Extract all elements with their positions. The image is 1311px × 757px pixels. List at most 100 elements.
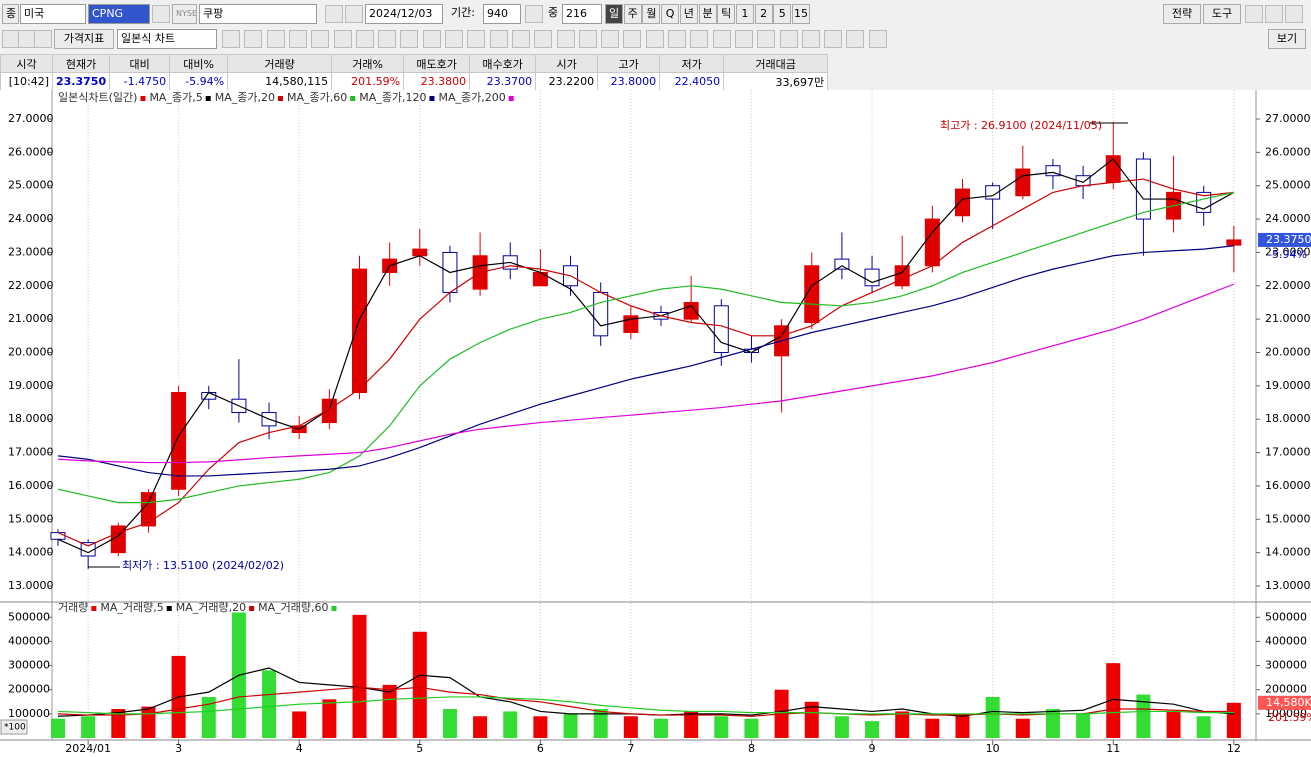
tool-icon[interactable] <box>578 30 597 48</box>
x-tick-label: 6 <box>537 742 544 755</box>
tool-icon[interactable] <box>222 30 240 48</box>
tool-icon[interactable] <box>34 30 52 48</box>
tool-icon[interactable] <box>690 30 709 48</box>
volume-bar <box>201 696 216 738</box>
tool-icon[interactable] <box>355 30 374 48</box>
interval-button[interactable]: 월 <box>642 4 661 24</box>
interval-button[interactable]: 일 <box>605 4 623 24</box>
quote-header: 거래대금 <box>723 54 829 73</box>
legend-label: 거래량 <box>58 601 88 614</box>
tool-icon[interactable] <box>623 30 642 48</box>
tool-icon[interactable] <box>712 30 731 48</box>
volume-bar <box>563 713 578 738</box>
candle-body <box>1226 239 1242 246</box>
tool-icon[interactable] <box>1245 5 1263 23</box>
tool-icon[interactable] <box>556 30 575 48</box>
y-tick-label: 27.0000 <box>1265 112 1311 125</box>
tool-icon[interactable] <box>779 30 798 48</box>
tool-icon[interactable] <box>467 30 486 48</box>
volume-bar <box>262 670 277 738</box>
tool-icon[interactable] <box>511 30 530 48</box>
tool-icon[interactable] <box>378 30 397 48</box>
volume-bar <box>1196 716 1211 738</box>
legend-label: MA_거래량,5 <box>100 601 163 614</box>
menu-button[interactable]: 도구 <box>1203 4 1241 24</box>
menu-button[interactable]: 전략 <box>1163 4 1201 24</box>
volume-bar <box>412 631 427 738</box>
interval-button[interactable]: 15 <box>792 4 810 24</box>
period-icon[interactable] <box>525 5 543 23</box>
tool-icon[interactable] <box>757 30 776 48</box>
volume-bar <box>51 718 65 738</box>
tool-icon[interactable] <box>868 30 887 48</box>
legend-swatch <box>429 96 435 101</box>
legend-label: MA_종가,60 <box>287 91 347 104</box>
tool-icon[interactable] <box>422 30 441 48</box>
tool-icon[interactable] <box>244 30 263 48</box>
volume-bar <box>352 614 367 738</box>
volume-bar <box>744 718 759 738</box>
tool-icon[interactable] <box>601 30 620 48</box>
tool-icon[interactable] <box>801 30 820 48</box>
volume-ma-line <box>57 696 1234 715</box>
prev-button[interactable] <box>345 5 363 23</box>
price-ma-line <box>57 191 1234 504</box>
x-tick-label: 10 <box>986 742 1000 755</box>
interval-button[interactable]: 2 <box>754 4 773 24</box>
view-button[interactable]: 보기 <box>1268 29 1306 49</box>
market-select[interactable]: 미국 <box>20 4 86 24</box>
interval-button[interactable]: 분 <box>698 4 717 24</box>
tool-icon[interactable] <box>534 30 553 48</box>
volume-bar <box>322 699 337 738</box>
tool-icon[interactable] <box>400 30 419 48</box>
tool-icon[interactable] <box>846 30 865 48</box>
volume-bar <box>81 716 96 738</box>
tool-icon[interactable] <box>1285 5 1303 23</box>
tool-icon[interactable] <box>824 30 843 48</box>
date-select[interactable]: 2024/12/03 <box>365 4 443 24</box>
tool-icon[interactable] <box>333 30 352 48</box>
name-input[interactable]: 쿠팡 <box>199 4 317 24</box>
interval-button[interactable]: 년 <box>679 4 698 24</box>
tool-icon[interactable] <box>288 30 307 48</box>
tool-icon[interactable] <box>645 30 664 48</box>
x-tick-label: 4 <box>296 742 303 755</box>
y-tick-label: 23.0000 <box>8 245 54 258</box>
volume-bar <box>292 711 307 738</box>
interval-button[interactable]: 주 <box>623 4 642 24</box>
interval-button[interactable]: 5 <box>773 4 792 24</box>
tool-icon[interactable] <box>445 30 463 48</box>
volume-bar <box>593 709 608 738</box>
candle-body <box>834 258 850 270</box>
x-tick-label: 7 <box>627 742 634 755</box>
tool-icon[interactable] <box>266 30 285 48</box>
y-tick-label: 20.0000 <box>1265 346 1311 359</box>
indicator-button[interactable]: 가격지표 <box>54 29 114 49</box>
symbol-select[interactable]: CPNG <box>88 4 150 24</box>
unit-button[interactable]: *100 <box>4 723 26 733</box>
candle-body <box>593 291 609 337</box>
tool-icon[interactable] <box>668 30 686 48</box>
period-input[interactable]: 940 <box>483 4 521 24</box>
tool-icon[interactable] <box>1265 5 1283 23</box>
chart-type-select[interactable]: 일본식 차트 <box>117 29 217 49</box>
market-label: 종 <box>2 4 19 24</box>
interval-button[interactable]: 틱 <box>717 4 736 24</box>
tool-icon[interactable] <box>489 30 508 48</box>
tool-icon[interactable] <box>311 30 330 48</box>
next-button[interactable] <box>325 5 343 23</box>
last-change-label: -5.94% <box>1268 248 1307 261</box>
tool-icon[interactable] <box>734 30 753 48</box>
count-input[interactable]: 216 <box>562 4 602 24</box>
last-price-box <box>1258 232 1311 247</box>
quote-value: 23.8000 <box>597 72 661 91</box>
period-label: 기간: <box>451 6 475 19</box>
search-icon[interactable] <box>152 5 170 23</box>
volume-bar <box>834 716 849 738</box>
candle-body <box>532 271 548 287</box>
interval-button[interactable]: Q <box>661 4 680 24</box>
interval-button[interactable]: 1 <box>735 4 754 24</box>
y-tick-label: 15.0000 <box>8 512 54 525</box>
quote-header: 거래% <box>331 54 405 73</box>
quote-header: 대비% <box>169 54 229 73</box>
